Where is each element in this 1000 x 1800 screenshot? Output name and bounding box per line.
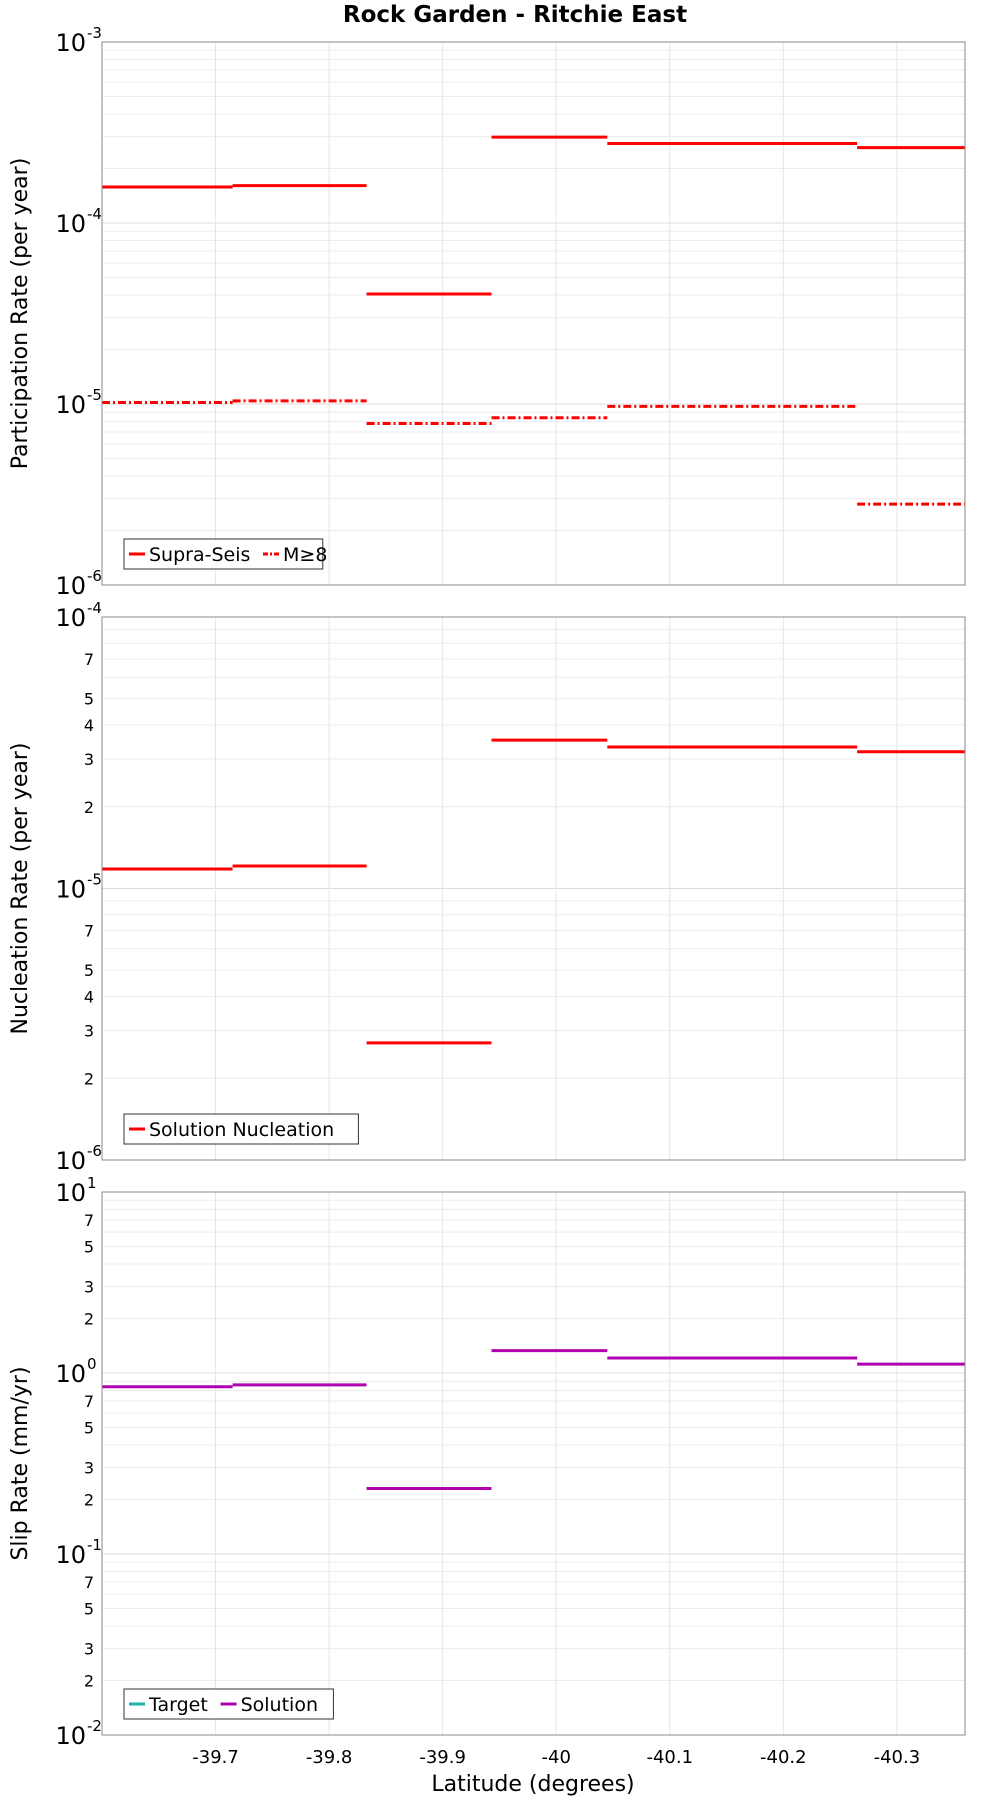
legend-label: Supra-Seis: [149, 544, 250, 566]
y-tick-exponent: 1: [87, 1174, 97, 1192]
y-minor-tick-label: 3: [84, 1021, 94, 1040]
x-tick-label: -40.3: [874, 1747, 921, 1768]
y-tick-label: 10: [55, 1179, 86, 1207]
y-minor-tick-label: 2: [84, 1310, 94, 1329]
y-tick-exponent: -5: [87, 386, 102, 404]
y-tick-exponent: -4: [87, 599, 102, 617]
y-minor-tick-label: 4: [84, 988, 94, 1007]
y-minor-tick-label: 5: [84, 1599, 94, 1618]
y-minor-tick-label: 7: [84, 1211, 94, 1230]
y-minor-tick-label: 3: [84, 1459, 94, 1478]
y-minor-tick-label: 4: [84, 716, 94, 735]
y-minor-tick-label: 2: [84, 1672, 94, 1691]
y-axis-label: Slip Rate (mm/yr): [8, 1366, 33, 1560]
legend-box: [123, 538, 324, 570]
y-tick-label: 10: [55, 210, 86, 238]
y-minor-tick-label: 2: [84, 1491, 94, 1510]
y-minor-tick-label: 5: [84, 961, 94, 980]
y-tick-exponent: -6: [87, 567, 102, 585]
x-tick-label: -40.1: [646, 1747, 693, 1768]
y-minor-tick-label: 7: [84, 1573, 94, 1592]
y-minor-tick-label: 7: [84, 650, 94, 669]
y-minor-tick-label: 5: [84, 690, 94, 709]
y-tick-exponent: 0: [87, 1355, 97, 1373]
x-tick-label: -40: [542, 1747, 571, 1768]
x-tick-label: -39.8: [306, 1747, 353, 1768]
legend-label: Solution: [241, 1694, 318, 1716]
plot-background: [102, 1192, 965, 1735]
chart-title: Rock Garden - Ritchie East: [343, 2, 687, 28]
legend-label: M≥8: [283, 544, 327, 566]
y-minor-tick-label: 2: [84, 1069, 94, 1088]
x-tick-label: -39.9: [419, 1747, 466, 1768]
y-tick-exponent: -3: [87, 24, 102, 42]
y-minor-tick-label: 7: [84, 922, 94, 941]
y-minor-tick-label: 5: [84, 1418, 94, 1437]
y-axis-label: Participation Rate (per year): [8, 158, 33, 470]
plot-frame: [101, 41, 966, 586]
y-tick-label: 10: [55, 1147, 86, 1175]
y-tick-exponent: -4: [87, 205, 102, 223]
y-minor-tick-label: 3: [84, 1278, 94, 1297]
y-minor-tick-label: 5: [84, 1237, 94, 1256]
y-minor-tick-label: 3: [84, 1640, 94, 1659]
y-tick-label: 10: [55, 572, 86, 600]
y-tick-label: 10: [55, 1360, 86, 1388]
y-minor-tick-label: 2: [84, 798, 94, 817]
legend-label: Target: [148, 1694, 208, 1716]
y-tick-label: 10: [55, 391, 86, 419]
plot-background: [102, 42, 965, 585]
y-tick-label: 10: [55, 604, 86, 632]
y-minor-tick-label: 3: [84, 750, 94, 769]
legend: Supra-Seis M≥8: [123, 538, 327, 570]
x-tick-label: -40.2: [760, 1747, 807, 1768]
y-tick-exponent: -1: [87, 1536, 102, 1554]
y-tick-label: 10: [55, 29, 86, 57]
legend-box: [123, 1113, 359, 1145]
y-tick-label: 10: [55, 876, 86, 904]
y-tick-exponent: -5: [87, 871, 102, 889]
y-tick-exponent: -6: [87, 1142, 102, 1160]
y-tick-label: 10: [55, 1541, 86, 1569]
legend-label: Solution Nucleation: [149, 1119, 334, 1141]
legend-box: [123, 1688, 334, 1720]
y-tick-label: 10: [55, 1722, 86, 1750]
y-tick-exponent: -2: [87, 1717, 102, 1735]
legend: Solution Nucleation: [123, 1113, 359, 1145]
legend: Target Solution: [123, 1688, 334, 1720]
plot-frame: [101, 616, 966, 1161]
x-tick-label: -39.7: [192, 1747, 239, 1768]
plot-frame: [101, 1191, 966, 1736]
y-minor-tick-label: 7: [84, 1392, 94, 1411]
y-axis-label: Nucleation Rate (per year): [8, 743, 33, 1035]
x-axis-label: Latitude (degrees): [431, 1772, 634, 1797]
